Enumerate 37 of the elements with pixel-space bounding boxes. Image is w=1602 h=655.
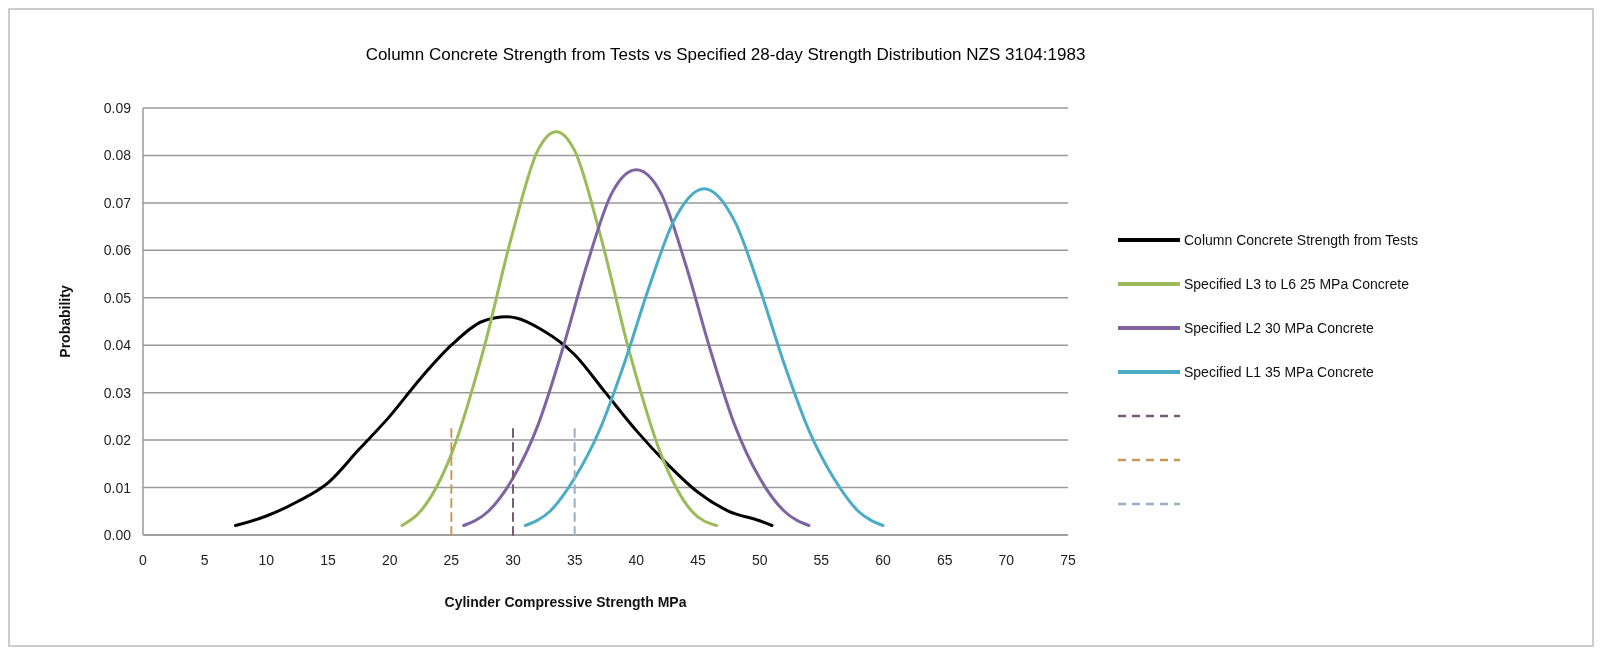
y-tick-label: 0.05: [103, 289, 132, 306]
y-tick-label: 0.02: [103, 432, 132, 449]
y-tick-label: 0.08: [103, 147, 132, 164]
y-tick-label: 0.00: [103, 527, 132, 543]
legend-label: Specified L2 30 MPa Concrete: [1184, 320, 1375, 336]
x-tick-label: 0: [139, 552, 148, 568]
x-tick-label: 65: [936, 552, 953, 568]
x-tick-label: 45: [690, 552, 706, 568]
y-tick-label: 0.06: [103, 242, 132, 259]
x-tick-label: 70: [998, 552, 1015, 568]
y-tick-label: 0.07: [103, 194, 132, 211]
y-tick-label: 0.09: [103, 100, 132, 116]
legend-label: Column Concrete Strength from Tests: [1184, 232, 1418, 248]
legend-label: Specified L1 35 MPa Concrete: [1184, 364, 1375, 380]
y-tick-label: 0.01: [103, 479, 132, 496]
line-series: [400, 130, 718, 528]
x-tick-label: 50: [751, 552, 768, 568]
x-tick-label: 35: [566, 552, 583, 568]
y-tick-label: 0.04: [103, 337, 132, 354]
y-tick-label: 0.03: [103, 384, 132, 401]
line-series: [234, 315, 774, 528]
x-tick-label: 55: [813, 552, 830, 568]
x-tick-label: 25: [443, 552, 460, 568]
line-series: [462, 168, 811, 528]
chart-title: Column Concrete Strength from Tests vs Specified 28-day Strength Distribution NZS 3104:1983: [365, 45, 1086, 64]
x-tick-label: 75: [1060, 552, 1076, 568]
x-tick-label: 30: [505, 552, 521, 568]
x-tick-label: 5: [200, 552, 209, 568]
x-tick-label: 40: [628, 552, 645, 568]
x-tick-label: 20: [381, 552, 398, 568]
line-series: [523, 187, 885, 528]
x-axis-title: Cylinder Compressive Strength MPa: [444, 594, 687, 610]
y-axis-title: Probability: [57, 285, 73, 358]
x-tick-label: 60: [875, 552, 891, 568]
x-tick-label: 15: [320, 552, 336, 568]
legend-label: Specified L3 to L6 25 MPa Concrete: [1184, 276, 1410, 292]
x-tick-label: 10: [258, 552, 275, 568]
